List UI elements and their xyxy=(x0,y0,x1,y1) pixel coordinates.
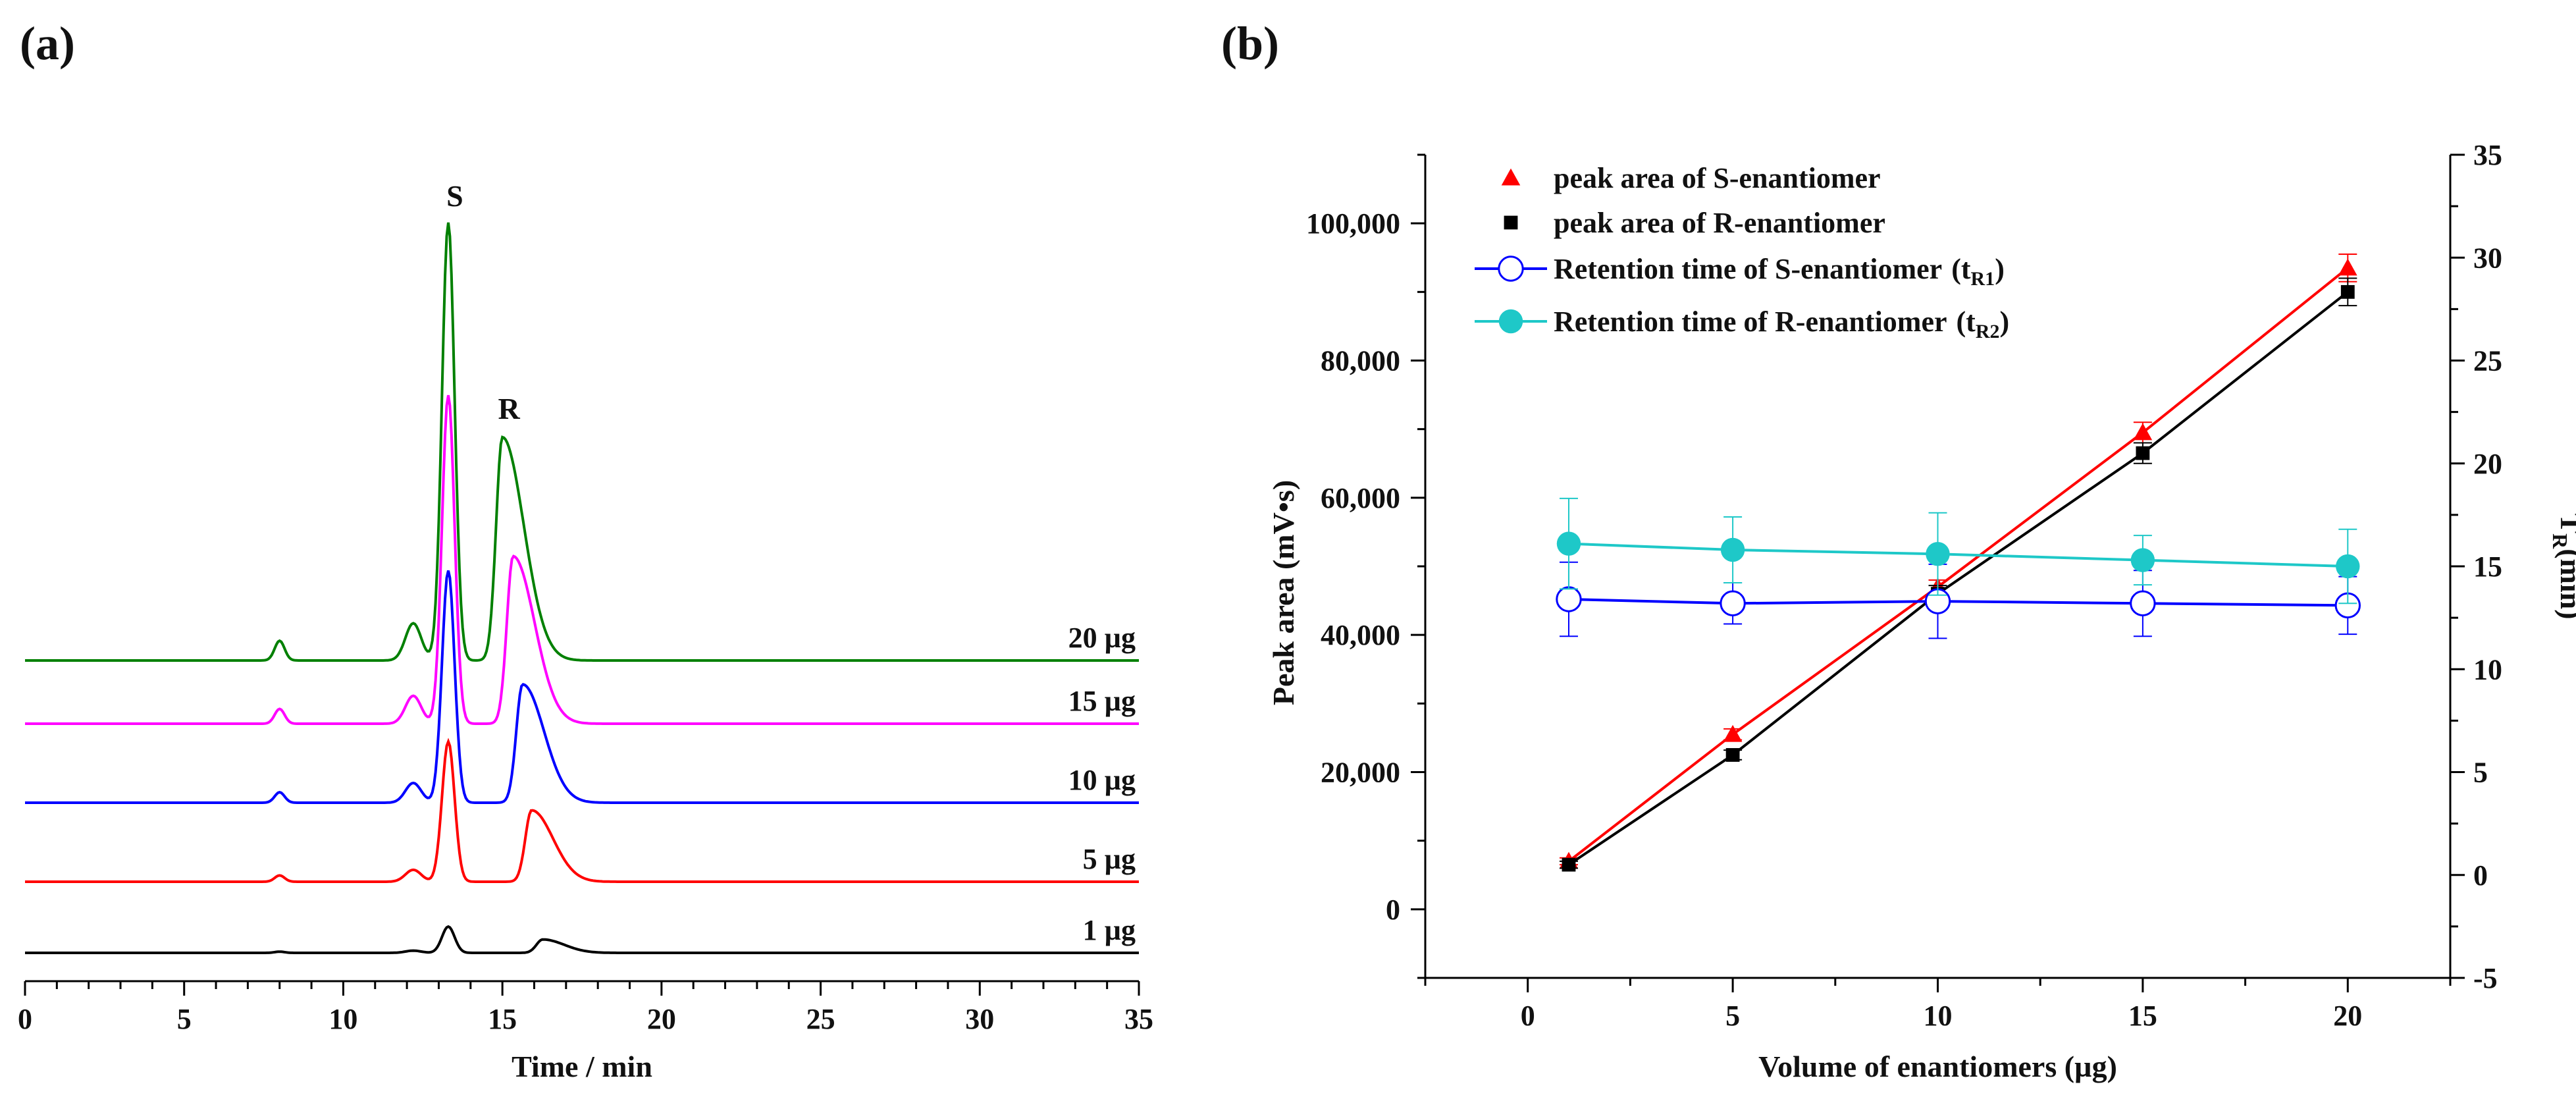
data-point xyxy=(1926,542,1950,566)
legend-paren: (t xyxy=(1957,306,1976,338)
data-point xyxy=(2130,548,2155,572)
legend-sub: R2 xyxy=(1976,321,2000,342)
data-point xyxy=(1562,857,1576,872)
y2-axis-title-text: TR(min) xyxy=(2548,513,2576,619)
y2-tick-label: 0 xyxy=(2473,859,2488,892)
trace-line xyxy=(25,570,1139,804)
trace-label: 20 µg xyxy=(1068,622,1136,654)
x-tick-label: 15 xyxy=(488,1003,517,1035)
y2-tick-label: 15 xyxy=(2473,551,2502,583)
series-line xyxy=(1567,267,2349,863)
y2-title-main: T xyxy=(2554,513,2576,533)
y2-tick-label: 25 xyxy=(2473,345,2502,377)
legend-name: peak area of S-enantiomer xyxy=(1554,162,1881,194)
x-tick-label: 20 xyxy=(647,1003,676,1035)
y-tick-label: 20,000 xyxy=(1321,757,1400,789)
legend-label: Retention time of S-enantiomer (tR1) xyxy=(1554,253,2005,290)
series-line xyxy=(1568,598,2348,607)
y2-title-sub: R xyxy=(2548,533,2572,549)
series-group xyxy=(1559,277,2357,872)
x-axis-title: Time / min xyxy=(512,1050,652,1083)
series-group xyxy=(1559,254,2357,869)
data-point xyxy=(2338,258,2357,276)
y2-axis-title: TR(min) xyxy=(2548,513,2576,619)
data-point xyxy=(2136,446,2150,460)
peak-area-chart: 0 5 10 15 20 Volume of enantiomers (µg) 0 20,00… xyxy=(1267,139,2576,1083)
y-axis-title: Peak area (mV•s) xyxy=(1267,480,1300,705)
panel-a-letter: (a) xyxy=(20,17,75,70)
trace-label: 10 µg xyxy=(1068,764,1136,796)
legend-marker xyxy=(1498,309,1523,334)
x-tick-label: 20 xyxy=(2333,1000,2362,1032)
legend-label: peak area of S-enantiomer xyxy=(1554,162,1881,194)
legend-name: peak area of R-enantiomer xyxy=(1554,207,1885,239)
legend: peak area of S-enantiomer peak area of R-… xyxy=(1475,162,2009,342)
x-tick-label: 25 xyxy=(806,1003,835,1035)
data-point xyxy=(2133,423,2153,441)
peak-label-s: S xyxy=(446,179,463,213)
x-axis-title: Volume of enantiomers (µg) xyxy=(1758,1050,2117,1083)
y-tick-label: 100,000 xyxy=(1306,207,1400,240)
data-point xyxy=(1725,748,1740,762)
trace-label: 15 µg xyxy=(1068,685,1136,717)
legend-label: Retention time of R-enantiomer (tR2) xyxy=(1554,306,2009,342)
data-point xyxy=(1723,724,1743,742)
y-tick-label: 60,000 xyxy=(1321,482,1400,514)
y2-tick-label: 20 xyxy=(2473,448,2502,480)
x-tick-label: 35 xyxy=(1124,1003,1153,1035)
y2-title-suffix: (min) xyxy=(2554,549,2576,619)
y2-tick-label: -5 xyxy=(2473,962,2498,994)
legend-label: peak area of R-enantiomer xyxy=(1554,207,1885,239)
x-tick-label: 15 xyxy=(2128,1000,2157,1032)
trace-line xyxy=(25,394,1139,725)
data-point xyxy=(1720,537,1745,562)
trace-line xyxy=(25,738,1139,883)
y2-tick-label: 30 xyxy=(2473,242,2502,274)
trace-label: 5 µg xyxy=(1083,843,1136,875)
x-tick-label: 5 xyxy=(1725,1000,1740,1032)
legend-marker xyxy=(1504,215,1518,230)
y2-tick-label: 5 xyxy=(2473,757,2488,789)
panel-b-letter: (b) xyxy=(1221,17,1279,70)
legend-sub: R1 xyxy=(1971,268,1995,290)
data-point xyxy=(1720,590,1746,616)
peak-label-r: R xyxy=(498,392,521,425)
series-group xyxy=(1556,561,2361,639)
legend-marker xyxy=(1501,168,1521,186)
chromatogram-chart: 0 5 10 15 20 25 30 35 Time / min 1 µg 5 µg 10 µg 15 … xyxy=(18,179,1153,1083)
trace-label: 1 µg xyxy=(1083,914,1136,946)
x-tick-label: 30 xyxy=(965,1003,994,1035)
data-point xyxy=(1556,586,1582,612)
series-line xyxy=(1568,542,2348,568)
y-tick-label: 0 xyxy=(1386,894,1400,926)
data-point xyxy=(1556,531,1581,556)
legend-close: ) xyxy=(2000,306,2010,338)
legend-close: ) xyxy=(1995,253,2005,285)
trace-line xyxy=(25,222,1139,662)
series-line xyxy=(1567,290,2349,866)
series-group xyxy=(1556,497,2360,605)
data-point xyxy=(2336,554,2360,579)
legend-name: Retention time of S-enantiomer xyxy=(1554,253,1942,285)
y2-tick-label: 35 xyxy=(2473,139,2502,171)
legend-name: Retention time of R-enantiomer xyxy=(1554,306,1947,338)
y2-tick-label: 10 xyxy=(2473,653,2502,686)
data-point xyxy=(2340,284,2355,299)
x-tick-label: 10 xyxy=(329,1003,357,1035)
x-tick-label: 0 xyxy=(1521,1000,1535,1032)
x-tick-label: 5 xyxy=(177,1003,192,1035)
y-tick-label: 40,000 xyxy=(1321,619,1400,651)
legend-paren: (t xyxy=(1951,253,1971,285)
data-point xyxy=(2130,590,2156,616)
legend-marker xyxy=(1498,256,1524,282)
x-tick-label: 10 xyxy=(1924,1000,1953,1032)
y-tick-label: 80,000 xyxy=(1321,345,1400,377)
x-tick-label: 0 xyxy=(18,1003,32,1035)
trace-line xyxy=(25,925,1139,954)
